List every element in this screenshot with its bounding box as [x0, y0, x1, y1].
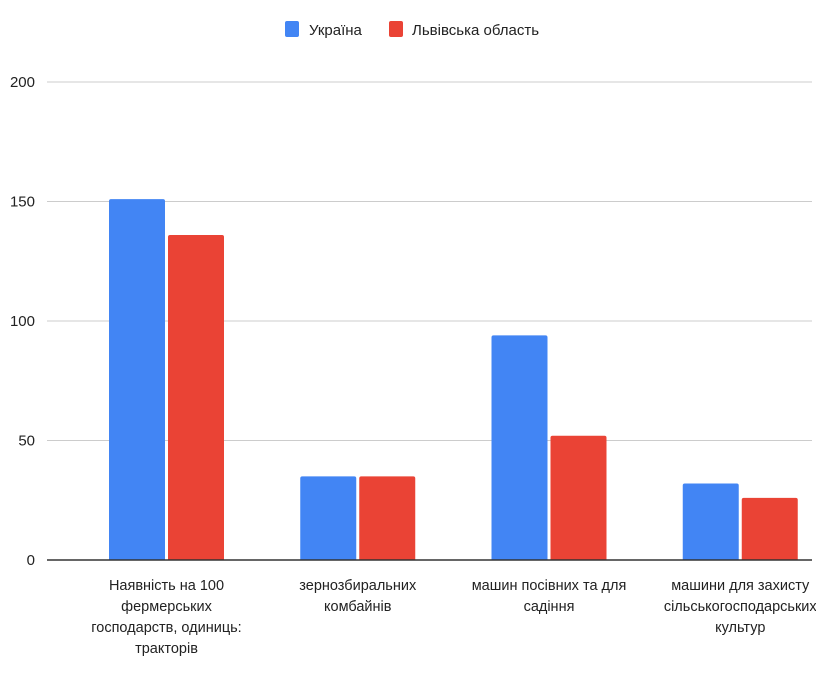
- legend-swatch: [285, 21, 299, 37]
- bar-lviv-oblast: [550, 435, 607, 560]
- legend-label: Львівська область: [412, 22, 539, 39]
- chart-legend: Україна Львівська область: [285, 21, 539, 39]
- x-axis-labels: Наявність на 100 фермерських господарств, …: [91, 578, 816, 657]
- x-category-label-line: машини для захисту: [671, 578, 810, 594]
- bar-lviv-oblast: [741, 497, 798, 560]
- x-category-label: машини для захисту сільськогосподарських к…: [664, 578, 816, 636]
- x-category-label-line: культур: [715, 620, 765, 636]
- x-category-label: машин посівних та для садіння: [472, 578, 627, 615]
- x-category-label-line: машин посівних та для: [472, 578, 627, 594]
- x-category-label-line: зернозбиральних: [299, 578, 417, 594]
- x-category-label-line: тракторів: [135, 641, 198, 657]
- bar-ukraine: [109, 199, 165, 561]
- legend-label: Україна: [309, 22, 363, 39]
- y-tick-label: 150: [10, 194, 35, 211]
- x-category-label-line: комбайнів: [324, 599, 392, 615]
- bar-ukraine: [682, 483, 739, 560]
- y-tick-label: 0: [27, 552, 35, 569]
- bar-lviv-oblast: [359, 476, 416, 560]
- y-tick-label: 100: [10, 313, 35, 330]
- bar-lviv-oblast: [168, 234, 224, 560]
- x-category-label: зернозбиральних комбайнів: [299, 578, 417, 615]
- x-category-label-line: сільськогосподарських: [664, 599, 816, 615]
- x-category-label-line: господарств, одиниць:: [91, 620, 241, 636]
- y-tick-label: 200: [10, 74, 35, 91]
- x-category-label-line: Наявність на 100: [109, 578, 224, 594]
- chart-bars: [109, 199, 798, 561]
- bar-ukraine: [300, 476, 357, 560]
- y-axis-ticks: 0 50 100 150 200: [10, 74, 35, 569]
- legend-swatch: [389, 21, 403, 37]
- bar-ukraine: [491, 335, 548, 560]
- x-category-label: Наявність на 100 фермерських господарств, …: [91, 578, 241, 657]
- y-tick-label: 50: [18, 433, 35, 450]
- x-category-label-line: фермерських: [121, 599, 212, 615]
- x-category-label-line: садіння: [524, 599, 575, 615]
